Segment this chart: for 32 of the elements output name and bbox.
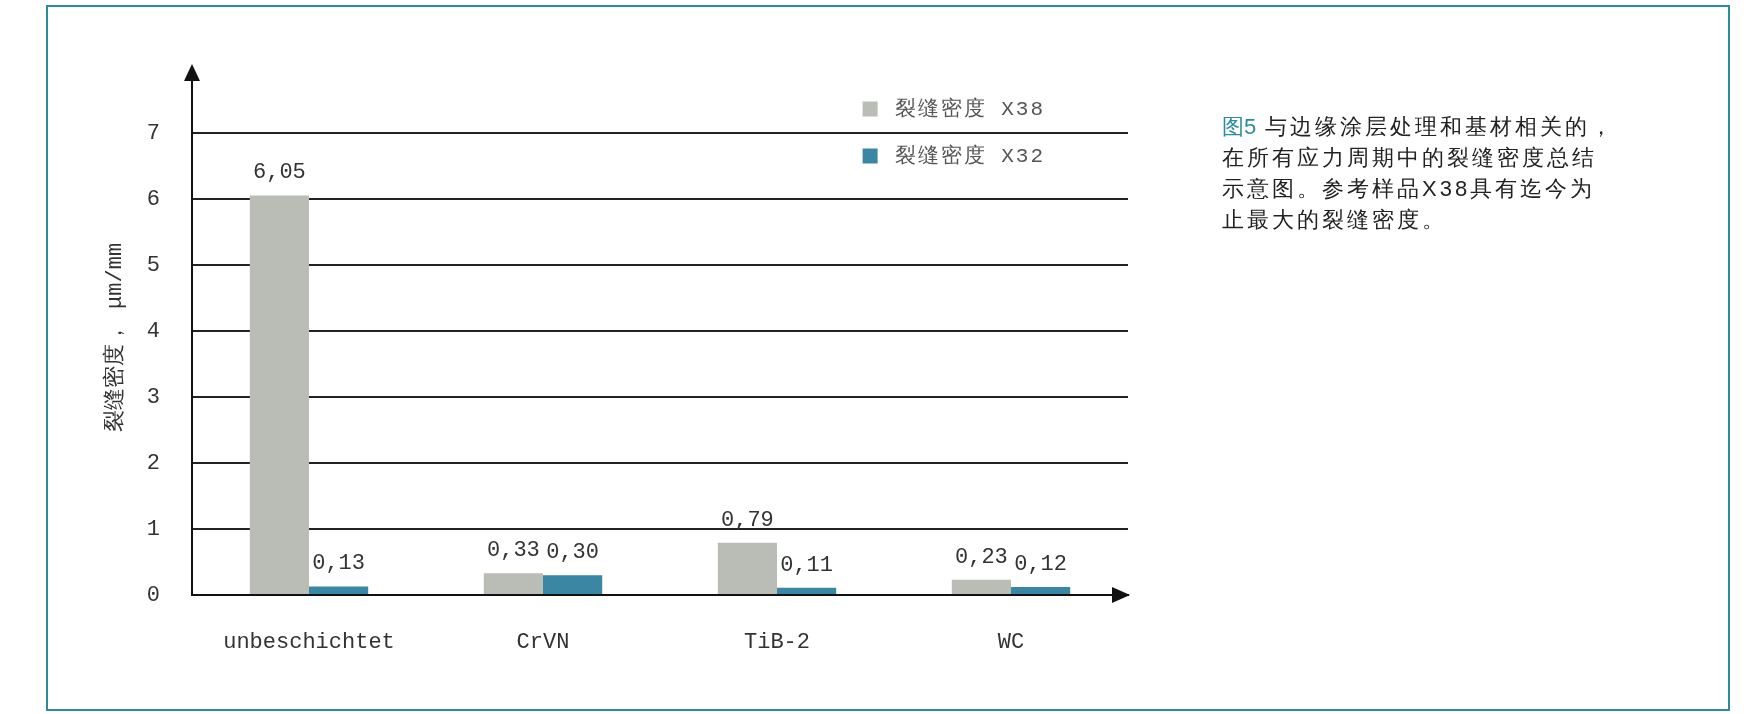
bar xyxy=(543,575,603,594)
data-label: 0,11 xyxy=(780,552,834,578)
data-label: 0,13 xyxy=(312,551,366,577)
bar xyxy=(717,542,777,594)
data-label: 0,33 xyxy=(486,538,540,564)
y-tick-label: 4 xyxy=(146,318,160,344)
x-tick-label: unbeschichtet xyxy=(223,630,395,656)
legend-label: 裂缝密度 X32 xyxy=(894,143,1046,168)
bar xyxy=(951,579,1011,594)
y-tick-label: 0 xyxy=(146,582,160,608)
x-tick-label: WC xyxy=(997,630,1025,656)
bar xyxy=(777,587,837,594)
data-label: 6,05 xyxy=(252,160,306,186)
data-label: 0,79 xyxy=(720,507,774,533)
bar xyxy=(1011,587,1071,594)
caption: 图5 与边缘涂层处理和基材相关的，在所有应力周期中的裂缝密度总结示意图。参考样品X38具有迄今为止最大的裂缝密度。 xyxy=(1222,113,1617,234)
y-tick-label: 3 xyxy=(146,384,160,410)
y-axis-title: 裂缝密度， μm/mm xyxy=(102,242,129,433)
y-tick-label: 5 xyxy=(146,252,160,278)
legend-label: 裂缝密度 X38 xyxy=(894,96,1046,121)
data-label: 0,12 xyxy=(1014,551,1068,577)
bar xyxy=(309,586,369,594)
bar xyxy=(249,195,309,594)
y-tick-label: 1 xyxy=(146,516,160,542)
data-label: 0,30 xyxy=(546,540,600,566)
data-label: 0,23 xyxy=(954,544,1008,570)
x-tick-label: TiB-2 xyxy=(743,630,811,656)
y-tick-label: 6 xyxy=(146,186,160,212)
y-tick-label: 2 xyxy=(146,450,160,476)
y-tick-label: 7 xyxy=(146,120,160,146)
x-tick-label: CrVN xyxy=(516,630,570,656)
bar xyxy=(483,573,543,594)
